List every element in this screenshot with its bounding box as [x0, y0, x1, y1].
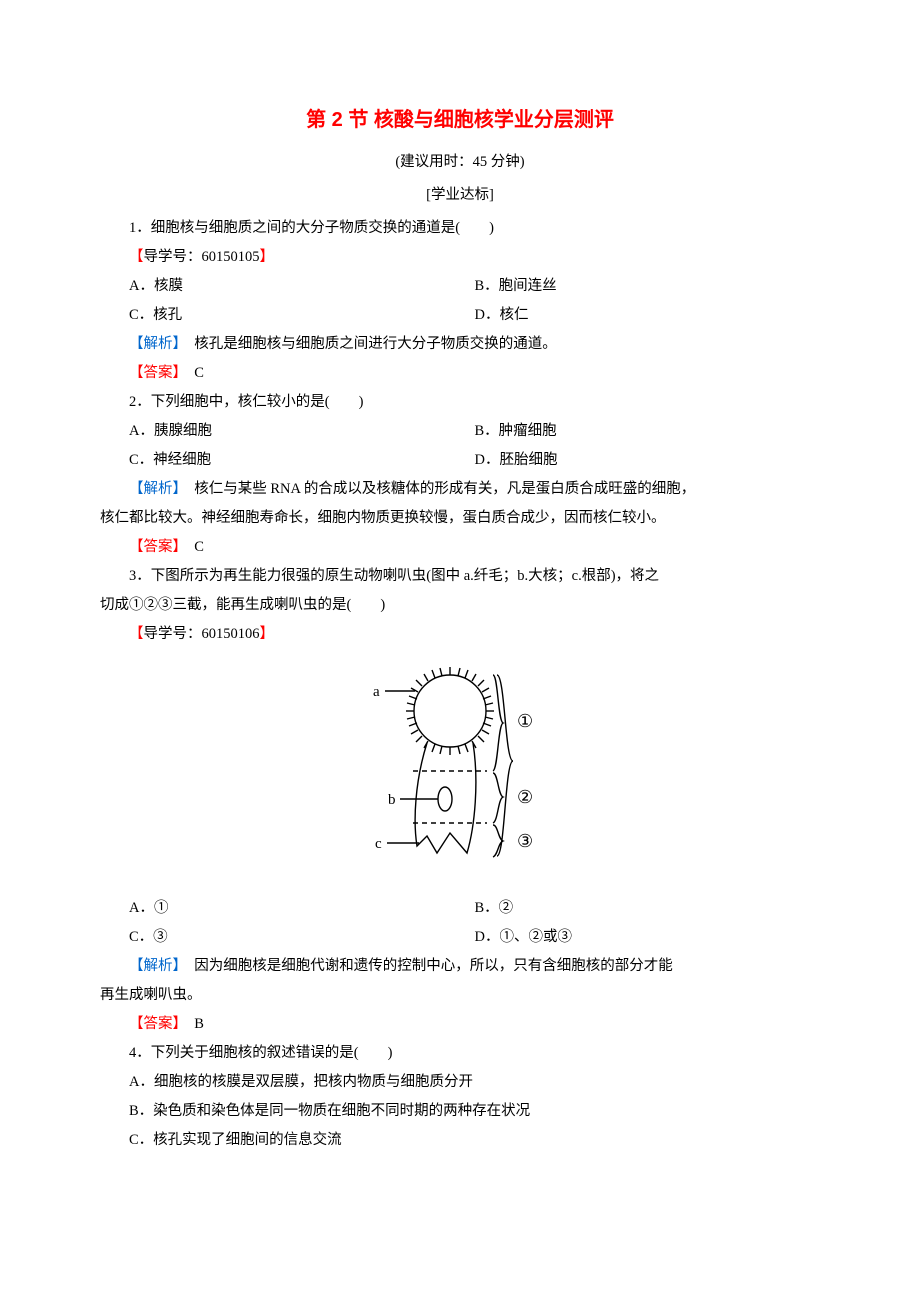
analysis-label: 【解析】: [129, 958, 180, 974]
q3-optA: A．①: [129, 894, 475, 923]
q2-optD: D．胚胎细胞: [475, 446, 821, 475]
q1-analysis: 【解析】 核孔是细胞核与细胞质之间进行大分子物质交换的通道。: [100, 330, 820, 359]
q1-stem: 1．细胞核与细胞质之间的大分子物质交换的通道是( ): [100, 214, 820, 243]
q3-optB: B．②: [475, 894, 821, 923]
q2-answer: 【答案】 C: [100, 533, 820, 562]
q2-optB: B．肿瘤细胞: [475, 417, 821, 446]
q4-optC: C．核孔实现了细胞间的信息交流: [100, 1126, 820, 1155]
fig-label-c: c: [375, 836, 382, 852]
q4-optB: B．染色质和染色体是同一物质在细胞不同时期的两种存在状况: [100, 1097, 820, 1126]
q3-analysis-l2: 再生成喇叭虫。: [100, 981, 820, 1010]
q2-analysis-l2: 核仁都比较大。神经细胞寿命长，细胞内物质更换较慢，蛋白质合成少，因而核仁较小。: [100, 504, 820, 533]
fig-label-r3: ③: [517, 831, 533, 851]
q2-analysis-text1: 核仁与某些 RNA 的合成以及核糖体的形成有关，凡是蛋白质合成旺盛的细胞，: [180, 481, 696, 497]
q3-figure: a b c ① ② ③: [100, 661, 820, 882]
q1-optC: C．核孔: [129, 301, 475, 330]
q4-stem: 4．下列关于细胞核的叙述错误的是( ): [100, 1039, 820, 1068]
q2-answer-text: C: [180, 539, 204, 555]
q2-optA: A．胰腺细胞: [129, 417, 475, 446]
answer-label: 【答案】: [129, 365, 180, 381]
q3-stem-l1: 3．下图所示为再生能力很强的原生动物喇叭虫(图中 a.纤毛；b.大核；c.根部)…: [100, 562, 820, 591]
page-title: 第 2 节 核酸与细胞核学业分层测评: [100, 100, 820, 140]
answer-label: 【答案】: [129, 1016, 180, 1032]
q3-stem-l2: 切成①②③三截，能再生成喇叭虫的是( ): [100, 591, 820, 620]
q3-ref: 【导学号：60150106】: [100, 620, 820, 649]
page-subtitle: (建议用时：45 分钟): [100, 148, 820, 177]
q3-answer: 【答案】 B: [100, 1010, 820, 1039]
q3-optD: D．①、②或③: [475, 923, 821, 952]
q2-optC: C．神经细胞: [129, 446, 475, 475]
q2-options-row1: A．胰腺细胞 B．肿瘤细胞: [100, 417, 820, 446]
analysis-label: 【解析】: [129, 336, 180, 352]
q1-optD: D．核仁: [475, 301, 821, 330]
q1-optB: B．胞间连丝: [475, 272, 821, 301]
q3-analysis-text1: 因为细胞核是细胞代谢和遗传的控制中心，所以，只有含细胞核的部分才能: [180, 958, 673, 974]
q3-options-row1: A．① B．②: [100, 894, 820, 923]
bracket-close: 】: [260, 249, 275, 265]
q2-analysis-l1: 【解析】 核仁与某些 RNA 的合成以及核糖体的形成有关，凡是蛋白质合成旺盛的细…: [100, 475, 820, 504]
q2-stem: 2．下列细胞中，核仁较小的是( ): [100, 388, 820, 417]
q3-options-row2: C．③ D．①、②或③: [100, 923, 820, 952]
analysis-label: 【解析】: [129, 481, 180, 497]
q3-answer-text: B: [180, 1016, 204, 1032]
q1-options-row1: A．核膜 B．胞间连丝: [100, 272, 820, 301]
bracket-open: 【: [129, 626, 144, 642]
q1-options-row2: C．核孔 D．核仁: [100, 301, 820, 330]
q1-answer: 【答案】 C: [100, 359, 820, 388]
q1-ref-text: 导学号：60150105: [144, 249, 260, 265]
bracket-open: 【: [129, 249, 144, 265]
q3-ref-text: 导学号：60150106: [144, 626, 260, 642]
q4-optA: A．细胞核的核膜是双层膜，把核内物质与细胞质分开: [100, 1068, 820, 1097]
fig-label-r2: ②: [517, 787, 533, 807]
q3-analysis-l1: 【解析】 因为细胞核是细胞代谢和遗传的控制中心，所以，只有含细胞核的部分才能: [100, 952, 820, 981]
answer-label: 【答案】: [129, 539, 180, 555]
fig-label-b: b: [388, 792, 396, 808]
q1-answer-text: C: [180, 365, 204, 381]
section-label: [学业达标]: [100, 181, 820, 210]
fig-label-r1: ①: [517, 711, 533, 731]
fig-label-a: a: [373, 684, 380, 700]
q1-ref: 【导学号：60150105】: [100, 243, 820, 272]
q3-optC: C．③: [129, 923, 475, 952]
q2-options-row2: C．神经细胞 D．胚胎细胞: [100, 446, 820, 475]
bracket-close: 】: [260, 626, 275, 642]
q1-analysis-text: 核孔是细胞核与细胞质之间进行大分子物质交换的通道。: [180, 336, 557, 352]
q1-optA: A．核膜: [129, 272, 475, 301]
